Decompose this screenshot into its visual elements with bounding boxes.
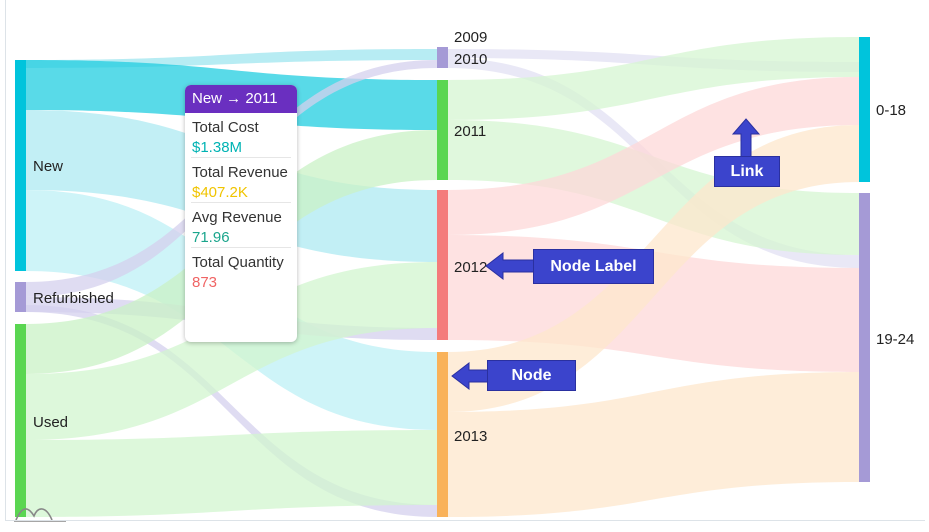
link-used-y2013[interactable]	[26, 430, 437, 517]
tooltip-row-total-revenue: Total Revenue $407.2K	[191, 158, 291, 203]
labels-layer: New Refurbished Used 2009 2010 2011 2012 2013 0-…	[33, 29, 914, 445]
node-label-new: New	[33, 158, 63, 175]
link-y2013-a1924[interactable]	[448, 372, 859, 517]
tooltip-title: New → 2011	[185, 85, 297, 113]
tooltip-value: 71.96	[192, 229, 230, 246]
link-tooltip: New → 2011 Total Cost $1.38M Total Reven…	[185, 85, 297, 342]
node-y2012[interactable]	[437, 190, 448, 340]
node-a018[interactable]	[859, 37, 870, 182]
arrow-left-icon	[485, 252, 537, 280]
link-y2012-a018[interactable]	[448, 77, 859, 235]
link-y2011-a018[interactable]	[448, 37, 859, 120]
callout-node-label: Node Label	[533, 249, 654, 284]
node-refurb[interactable]	[15, 282, 26, 312]
node-a1924[interactable]	[859, 193, 870, 482]
tooltip-row-avg-revenue: Avg Revenue 71.96	[191, 203, 291, 248]
node-y2009[interactable]	[437, 47, 448, 49]
links-layer	[26, 37, 859, 517]
node-label-y2013: 2013	[454, 428, 487, 445]
node-y2011[interactable]	[437, 80, 448, 180]
link-used-y2012[interactable]	[26, 262, 437, 440]
node-label-y2009: 2009	[454, 29, 487, 46]
tooltip-row-total-cost: Total Cost $1.38M	[191, 113, 291, 158]
link-y2011-a1924[interactable]	[448, 120, 859, 255]
link-refurb-y2013[interactable]	[26, 305, 437, 517]
tooltip-label: Avg Revenue	[192, 209, 282, 226]
logo-icon	[14, 508, 66, 522]
node-label-y2010: 2010	[454, 51, 487, 68]
tooltip-label: Total Revenue	[192, 164, 288, 181]
node-label-a1924: 19-24	[876, 331, 914, 348]
tooltip-value: $1.38M	[192, 139, 243, 156]
tooltip-row-total-quantity: Total Quantity 873	[191, 248, 291, 293]
callout-link: Link	[714, 156, 780, 187]
callout-node: Node	[487, 360, 576, 391]
node-y2010[interactable]	[437, 49, 448, 68]
node-label-refurb: Refurbished	[33, 290, 114, 307]
node-used[interactable]	[15, 324, 26, 517]
arrow-up-icon	[731, 118, 761, 158]
nodes-layer	[15, 37, 870, 517]
node-label-y2011: 2011	[454, 123, 486, 140]
node-y2013[interactable]	[437, 352, 448, 517]
tooltip-value: 873	[192, 274, 218, 291]
node-label-y2012: 2012	[454, 259, 487, 276]
node-new[interactable]	[15, 60, 26, 271]
node-label-a018: 0-18	[876, 102, 906, 119]
tooltip-label: Total Cost	[192, 119, 259, 136]
tooltip-value: $407.2K	[192, 184, 248, 201]
tooltip-label: Total Quantity	[192, 254, 284, 271]
node-label-used: Used	[33, 414, 68, 431]
